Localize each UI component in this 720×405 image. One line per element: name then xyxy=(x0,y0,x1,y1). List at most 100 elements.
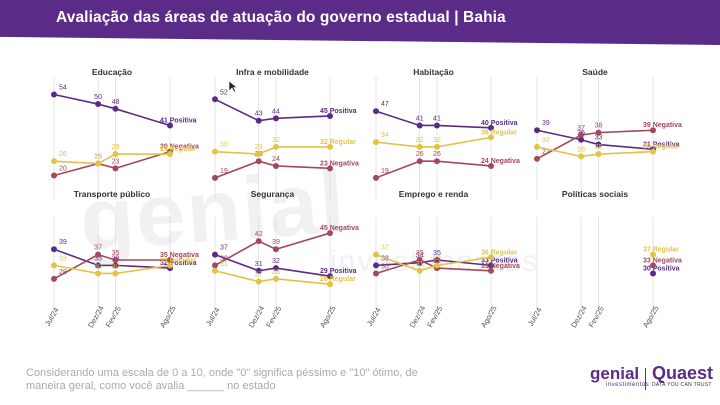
data-point-positiva xyxy=(373,108,379,115)
data-point-negativa xyxy=(51,172,57,179)
data-label-final: 39 Negativa xyxy=(643,122,682,129)
data-label: 33 xyxy=(220,255,228,262)
data-label-final: 29 Positiva xyxy=(320,268,357,275)
data-point-regular xyxy=(327,143,333,150)
data-point-negativa xyxy=(212,174,218,181)
data-label: 33 xyxy=(381,255,389,262)
series-line-positiva xyxy=(375,259,492,267)
data-label: 43 xyxy=(255,111,263,118)
data-point-regular xyxy=(51,262,57,269)
data-label: 32 xyxy=(433,137,441,144)
x-tick-label: Ago/25 xyxy=(158,304,178,329)
data-label-final: 32 Regular xyxy=(320,139,356,146)
data-label: 30 xyxy=(94,263,102,270)
data-label-final: 24 Negativa xyxy=(481,158,520,165)
data-point-regular xyxy=(327,281,333,288)
data-point-regular xyxy=(255,151,262,158)
data-label-final: 30 Positiva xyxy=(643,265,680,272)
data-point-negativa xyxy=(112,165,119,172)
data-label: 37 xyxy=(381,245,389,252)
data-label-final: 31 Positiva xyxy=(643,141,680,148)
series-line-regular xyxy=(536,146,654,158)
data-point-regular xyxy=(51,158,57,165)
x-tick-label: Dez/24 xyxy=(408,304,428,329)
data-point-positiva xyxy=(650,270,656,277)
series-line-positiva xyxy=(375,110,492,129)
chart-title: Políticas sociais xyxy=(562,189,628,199)
data-label: 30 xyxy=(220,142,228,149)
data-point-regular xyxy=(578,153,585,160)
data-point-negativa xyxy=(650,262,656,269)
data-label: 26 xyxy=(416,151,424,158)
mouse-pointer-icon xyxy=(229,81,237,93)
x-tick-label: Jul/24 xyxy=(204,306,222,328)
data-label: 28 xyxy=(272,269,280,276)
data-label: 44 xyxy=(272,108,280,115)
data-point-negativa xyxy=(212,262,218,269)
data-point-positiva xyxy=(95,101,102,108)
chart-title: Educação xyxy=(92,67,132,77)
genial-logo: genial investimentos xyxy=(590,365,649,388)
data-label: 35 xyxy=(416,250,424,257)
data-point-positiva xyxy=(51,91,57,98)
quaest-logo-tagline: DATA YOU CAN TRUST xyxy=(652,382,712,388)
data-label: 37 xyxy=(220,245,228,252)
data-label: 34 xyxy=(416,253,424,260)
data-point-positiva xyxy=(416,122,423,129)
series-line-positiva xyxy=(53,93,171,127)
data-point-negativa xyxy=(373,174,379,181)
data-point-positiva xyxy=(51,246,57,253)
data-label: 33 xyxy=(433,255,441,262)
data-label: 19 xyxy=(381,168,389,175)
x-tick-label: Jul/24 xyxy=(365,306,383,328)
data-point-negativa xyxy=(255,158,262,165)
data-point-regular xyxy=(595,151,602,158)
data-label: 23 xyxy=(112,158,120,165)
x-tick-label: Fev/25 xyxy=(425,305,444,329)
data-point-positiva xyxy=(433,257,440,263)
data-point-negativa xyxy=(272,246,279,253)
series-line-regular xyxy=(375,253,492,272)
data-point-regular xyxy=(650,148,656,155)
data-label: 42 xyxy=(255,231,263,238)
x-tick-label: Ago/25 xyxy=(318,304,338,329)
data-point-positiva xyxy=(95,262,102,269)
data-label: 35 xyxy=(433,250,441,257)
data-point-regular xyxy=(167,262,173,269)
data-point-regular xyxy=(212,267,218,274)
data-label: 31 xyxy=(416,261,424,268)
data-label: 41 xyxy=(416,115,424,122)
data-label: 29 xyxy=(112,144,120,151)
data-label-final: 40 Positiva xyxy=(481,120,518,127)
data-label: 29 xyxy=(255,144,263,151)
data-label: 32 xyxy=(272,137,280,144)
data-label-final: 31 Negativa xyxy=(481,263,520,270)
data-label: 54 xyxy=(59,85,67,92)
data-label-final: 41 Positiva xyxy=(160,117,197,124)
data-point-regular xyxy=(534,143,540,150)
logo-divider xyxy=(645,368,646,390)
chart-panel-1: Educação 54 50 48 41 Positiva 20 25 23 30 Negati… xyxy=(51,67,199,200)
data-label: 52 xyxy=(220,89,228,96)
chart-title: Emprego e renda xyxy=(399,189,469,199)
series-line-positiva xyxy=(214,253,331,277)
data-label: 32 xyxy=(433,258,441,265)
data-point-regular xyxy=(272,143,279,150)
data-label: 28 xyxy=(577,146,585,153)
data-label-final: 30 Regular xyxy=(643,144,679,151)
data-point-negativa xyxy=(578,132,585,138)
data-point-positiva xyxy=(327,112,333,119)
x-tick-label: Jul/24 xyxy=(526,306,544,328)
data-label: 25 xyxy=(94,154,102,161)
data-label: 28 xyxy=(59,269,67,276)
data-point-positiva xyxy=(255,117,262,124)
x-tick-label: Dez/24 xyxy=(247,304,267,329)
data-point-regular xyxy=(373,139,379,146)
quaest-logo-text: Quaest xyxy=(652,363,714,383)
data-point-regular xyxy=(255,278,262,285)
data-label-final: 23 Negativa xyxy=(320,160,359,167)
